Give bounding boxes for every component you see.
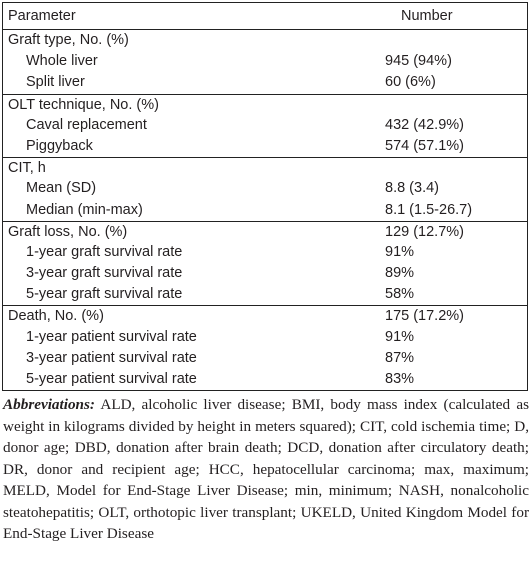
row-value: 8.8 (3.4) (385, 180, 439, 197)
row-value: 574 (57.1%) (385, 137, 464, 154)
table-row: Caval replacement 432 (42.9%) (3, 115, 527, 136)
row-label: Split liver (26, 74, 85, 91)
row-value: 432 (42.9%) (385, 116, 464, 133)
table-row: Whole liver 945 (94%) (3, 51, 527, 72)
table-row: Graft type, No. (%) (3, 30, 527, 51)
row-value: 91% (385, 243, 415, 260)
row-label: Whole liver (26, 53, 98, 70)
row-label: Piggyback (26, 137, 93, 154)
row-label: 3-year graft survival rate (26, 265, 183, 282)
row-label: Graft type, No. (%) (8, 32, 129, 48)
row-label: OLT technique, No. (%) (8, 96, 159, 113)
table-row: Split liver 60 (6%) (3, 72, 527, 93)
data-table: Parameter Number Graft type, No. (%) Whol… (2, 2, 528, 391)
abbreviations-text: ALD, alcoholic liver disease; BMI, body … (3, 396, 529, 542)
table-row: 3-year patient survival rate 87% (3, 348, 527, 369)
row-label: Caval replacement (26, 116, 147, 133)
abbreviations-label: Abbreviations: (3, 396, 95, 413)
abbreviations-footnote: Abbreviations: ALD, alcoholic liver dise… (3, 394, 529, 545)
table-row: Death, No. (%) 175 (17.2%) (3, 305, 527, 326)
row-label: 5-year patient survival rate (26, 371, 197, 387)
table-row: 3-year graft survival rate 89% (3, 263, 527, 284)
table-row: 5-year graft survival rate 58% (3, 284, 527, 305)
table-row: Mean (SD) 8.8 (3.4) (3, 178, 527, 199)
row-label: Death, No. (%) (8, 308, 104, 325)
row-value: 91% (385, 328, 415, 345)
table-body: Graft type, No. (%) Whole liver 945 (94%) S… (3, 30, 527, 390)
row-label: 3-year patient survival rate (26, 349, 197, 366)
table-row: 1-year patient survival rate 91% (3, 327, 527, 348)
row-value: 58% (385, 286, 415, 303)
table-row: 5-year patient survival rate 83% (3, 369, 527, 390)
row-label: Mean (SD) (26, 180, 97, 197)
row-value: 175 (17.2%) (385, 308, 464, 325)
row-value: 945 (94%) (385, 53, 452, 70)
row-label: 1-year patient survival rate (26, 328, 197, 345)
table-row: OLT technique, No. (%) (3, 93, 527, 115)
header-parameter: Parameter (8, 8, 76, 24)
table-row: Graft loss, No. (%) 129 (12.7%) (3, 220, 527, 242)
row-value: 129 (12.7%) (385, 223, 464, 240)
row-value: 89% (385, 265, 415, 282)
table-row: Piggyback 574 (57.1%) (3, 136, 527, 157)
header-number: Number (401, 8, 453, 24)
row-value: 60 (6%) (385, 74, 436, 91)
table-row: Median (min-max) 8.1 (1.5-26.7) (3, 200, 527, 221)
row-label: CIT, h (8, 160, 46, 177)
row-label: 1-year graft survival rate (26, 243, 183, 260)
row-value: 83% (385, 371, 415, 387)
table-row: 1-year graft survival rate 91% (3, 242, 527, 263)
row-value: 8.1 (1.5-26.7) (385, 201, 473, 218)
row-label: Median (min-max) (26, 201, 143, 218)
row-value: 87% (385, 349, 415, 366)
table-header: Parameter Number (3, 3, 527, 30)
row-label: 5-year graft survival rate (26, 286, 183, 303)
row-label: Graft loss, No. (%) (8, 223, 128, 240)
table-row: CIT, h (3, 157, 527, 178)
